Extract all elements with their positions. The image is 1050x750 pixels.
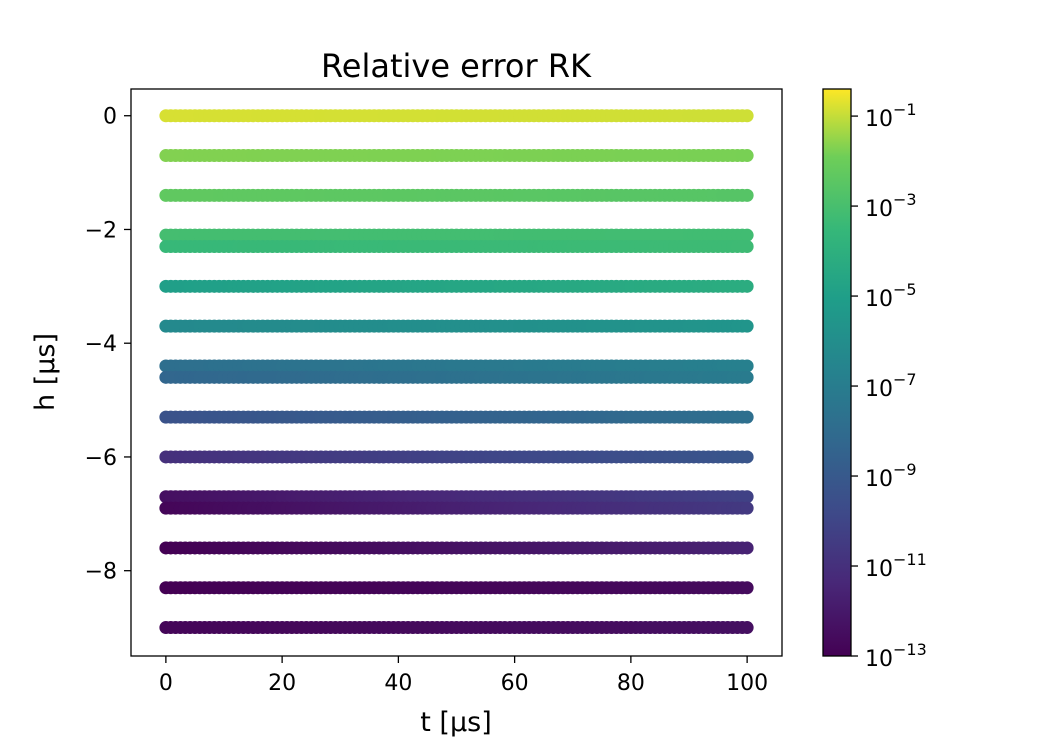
y-tick-label: −8: [85, 560, 117, 585]
data-point: [740, 279, 754, 293]
series-row: [159, 188, 754, 202]
y-tick-label: −6: [85, 446, 117, 471]
x-axis: 0 20 40 60 80 100: [159, 656, 768, 696]
series-row: [159, 581, 754, 595]
plot-frame: [130, 88, 783, 657]
series-row: [159, 149, 754, 163]
x-tick-label: 80: [617, 671, 645, 696]
data-point: [740, 501, 754, 515]
data-point: [740, 228, 754, 242]
x-axis-label: t [μs]: [420, 707, 491, 738]
series-row: [159, 359, 754, 373]
scatter-points: [159, 109, 754, 635]
series-row: [159, 621, 754, 635]
y-tick-label: −2: [85, 218, 117, 243]
colorbar-tick-label: 10−7: [865, 370, 917, 402]
data-point: [740, 240, 754, 254]
data-point: [740, 359, 754, 373]
colorbar-tick-label: 10−1: [865, 100, 917, 132]
data-point: [740, 149, 754, 163]
y-tick-label: 0: [103, 105, 117, 130]
series-row: [159, 279, 754, 293]
x-tick-label: 100: [726, 671, 768, 696]
colorbar-tick-label: 10−11: [865, 550, 927, 582]
data-point: [740, 319, 754, 333]
data-point: [740, 410, 754, 424]
data-point: [740, 581, 754, 595]
y-axis-label: h [μs]: [30, 333, 61, 411]
series-row: [159, 541, 754, 555]
data-point: [740, 450, 754, 464]
x-tick-label: 0: [159, 671, 173, 696]
series-row: [159, 319, 754, 333]
data-point: [740, 541, 754, 555]
x-tick-label: 60: [501, 671, 529, 696]
series-row: [159, 490, 754, 504]
data-point: [740, 621, 754, 635]
data-point: [740, 109, 754, 123]
colorbar-tick-label: 10−13: [865, 640, 927, 672]
colorbar-tick-label: 10−5: [865, 280, 917, 312]
series-row: [159, 450, 754, 464]
x-tick-label: 40: [384, 671, 412, 696]
series-row: [159, 109, 754, 123]
colorbar-axis: 10−1 10−3 10−5 10−7 10−9 10−11 10−13: [851, 100, 927, 672]
y-axis: 0 −2 −4 −6 −8: [85, 105, 131, 585]
series-row: [159, 240, 754, 254]
colorbar-tick-label: 10−3: [865, 190, 917, 222]
data-point: [740, 490, 754, 504]
series-row: [159, 228, 754, 242]
y-tick-label: −4: [85, 332, 117, 357]
data-point: [740, 370, 754, 384]
chart-title: Relative error RK: [321, 47, 592, 85]
data-point: [740, 188, 754, 202]
series-row: [159, 501, 754, 515]
colorbar-tick-label: 10−9: [865, 460, 917, 492]
series-row: [159, 410, 754, 424]
colorbar: [822, 88, 852, 657]
series-row: [159, 370, 754, 384]
x-tick-label: 20: [268, 671, 296, 696]
